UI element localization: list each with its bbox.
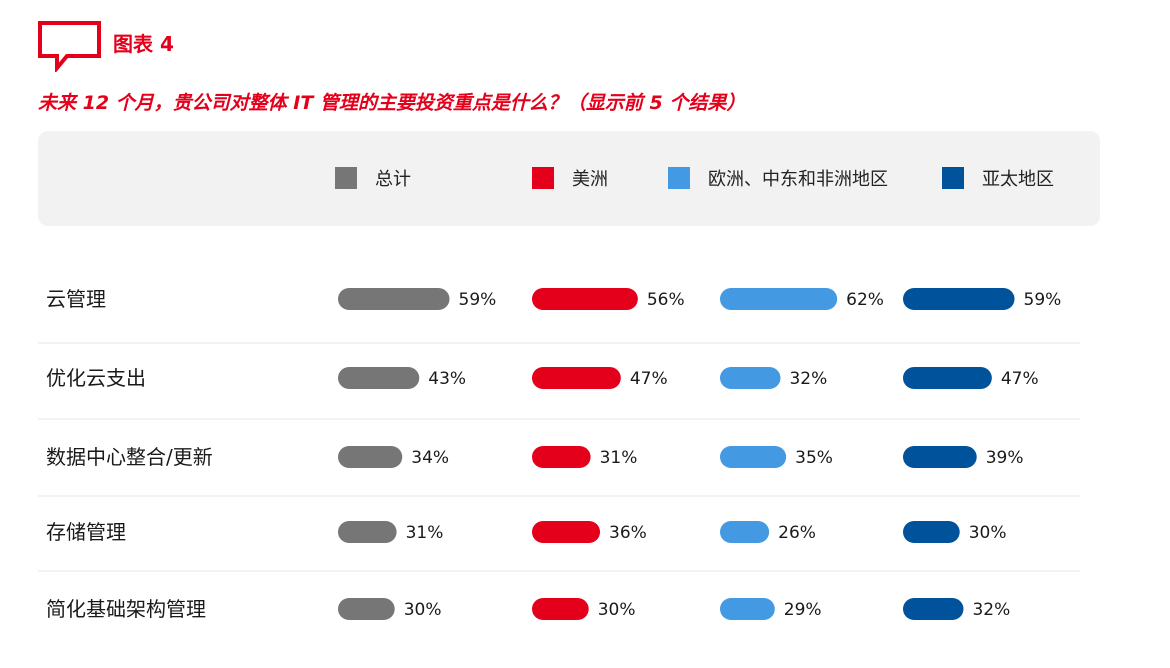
bar-emea-2 (720, 367, 781, 389)
legend-label-emea: 欧洲、中东和非洲地区 (708, 169, 888, 190)
value-label-apac-2: 47% (1001, 369, 1039, 389)
value-label-americas-1: 56% (647, 290, 685, 310)
legend-swatch-total (335, 167, 357, 189)
legend-swatch-americas (532, 167, 554, 189)
legend-swatch-emea (668, 167, 690, 189)
category-label-3: 数据中心整合/更新 (46, 445, 213, 469)
value-label-apac-1: 59% (1024, 290, 1062, 310)
legend-label-apac: 亚太地区 (982, 169, 1054, 190)
survey-question: 未来 12 个月，贵公司对整体 IT 管理的主要投资重点是什么？（显示前 5 个… (38, 92, 746, 114)
legend-item-total: 总计 (335, 166, 411, 190)
legend-item-emea: 欧洲、中东和非洲地区 (668, 166, 888, 190)
value-label-americas-3: 31% (600, 448, 638, 468)
value-label-total-3: 34% (411, 448, 449, 468)
bar-apac-5 (903, 598, 964, 620)
value-label-americas-4: 36% (609, 523, 647, 543)
legend-swatch-apac (942, 167, 964, 189)
legend-item-americas: 美洲 (532, 166, 608, 190)
speech-bubble-icon (38, 21, 101, 72)
value-label-total-1: 59% (459, 290, 497, 310)
bar-total-1 (338, 288, 450, 310)
bar-total-5 (338, 598, 395, 620)
value-label-apac-3: 39% (986, 448, 1024, 468)
bar-total-2 (338, 367, 420, 389)
figure-label: 图表 4 (113, 32, 174, 56)
bar-apac-3 (903, 446, 977, 468)
value-label-emea-1: 62% (846, 290, 884, 310)
bar-americas-1 (532, 288, 638, 310)
bar-apac-2 (903, 367, 992, 389)
value-label-americas-2: 47% (630, 369, 668, 389)
bar-emea-4 (720, 521, 770, 543)
value-label-emea-3: 35% (795, 448, 833, 468)
legend-label-americas: 美洲 (572, 169, 608, 190)
category-label-1: 云管理 (46, 287, 106, 311)
value-label-americas-5: 30% (598, 600, 636, 620)
category-label-5: 简化基础架构管理 (46, 597, 206, 621)
legend-panel: 总计 美洲 欧洲、中东和非洲地区 亚太地区 (38, 131, 1100, 226)
value-label-emea-2: 32% (789, 369, 827, 389)
bar-apac-4 (903, 521, 960, 543)
bar-total-4 (338, 521, 397, 543)
bar-apac-1 (903, 288, 1015, 310)
value-label-apac-4: 30% (969, 523, 1007, 543)
value-label-total-4: 31% (406, 523, 444, 543)
bar-americas-5 (532, 598, 589, 620)
value-label-emea-4: 26% (778, 523, 816, 543)
bar-emea-3 (720, 446, 787, 468)
bar-emea-1 (720, 288, 838, 310)
legend-item-apac: 亚太地区 (942, 166, 1054, 190)
value-label-emea-5: 29% (784, 600, 822, 620)
value-label-apac-5: 32% (972, 600, 1010, 620)
bar-total-3 (338, 446, 403, 468)
bar-americas-3 (532, 446, 591, 468)
bar-americas-4 (532, 521, 601, 543)
category-label-4: 存储管理 (46, 520, 126, 544)
category-label-2: 优化云支出 (46, 366, 146, 390)
bar-emea-5 (720, 598, 775, 620)
legend-label-total: 总计 (375, 169, 411, 190)
value-label-total-2: 43% (428, 369, 466, 389)
bar-americas-2 (532, 367, 621, 389)
value-label-total-5: 30% (404, 600, 442, 620)
